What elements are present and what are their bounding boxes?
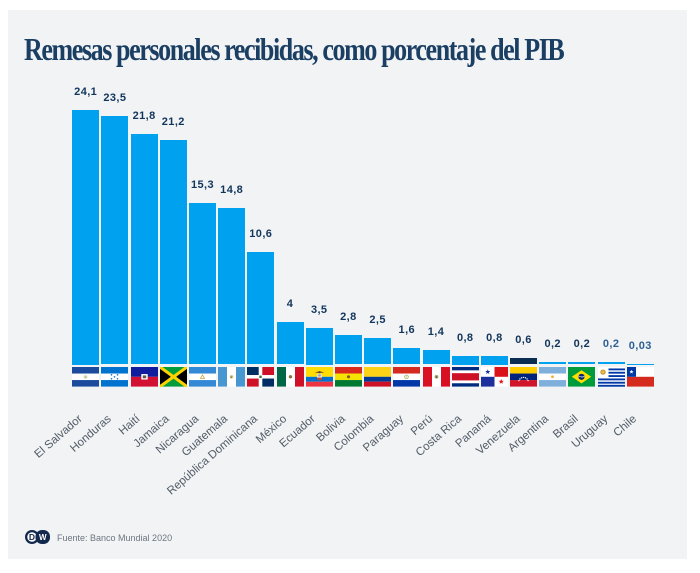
svg-text:W: W [39, 533, 47, 542]
svg-text:D: D [29, 532, 35, 542]
